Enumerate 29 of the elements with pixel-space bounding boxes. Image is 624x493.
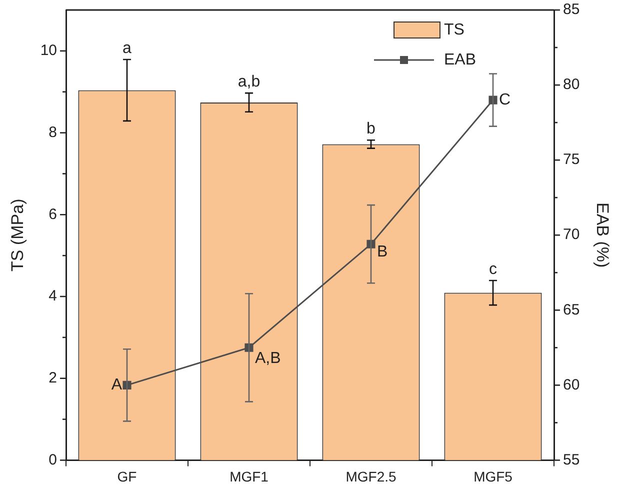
y2-axis-title: EAB (%) xyxy=(593,202,612,268)
x-tick-label: MGF1 xyxy=(230,468,269,484)
y2-tick-label: 75 xyxy=(563,151,580,168)
annotation: A xyxy=(111,376,122,394)
y-tick-label: 8 xyxy=(48,124,57,141)
y-tick-label: 6 xyxy=(48,206,57,223)
y2-tick-label: 55 xyxy=(563,451,580,468)
annotation: c xyxy=(489,260,497,278)
annotation: B xyxy=(377,244,388,261)
y2-tick-label: 70 xyxy=(563,226,580,244)
x-tick-label: GF xyxy=(117,468,137,484)
y2-tick-label: 85 xyxy=(563,1,580,18)
y-tick-label: 2 xyxy=(48,369,57,386)
x-tick-label: MGF5 xyxy=(474,468,513,484)
y2-tick-label: 60 xyxy=(563,376,580,394)
annotation: b xyxy=(366,120,376,138)
annotation: C xyxy=(499,91,511,108)
y2-tick-label: 80 xyxy=(563,76,580,94)
legend-label: TS xyxy=(444,21,464,38)
y-tick-label: 4 xyxy=(48,288,57,305)
annotation: A,B xyxy=(255,350,281,368)
annotation: a xyxy=(122,40,132,57)
y-tick-label: 0 xyxy=(48,451,57,468)
legend-label: EAB xyxy=(444,51,476,68)
x-tick-label: MGF2.5 xyxy=(346,468,396,484)
y-axis-title: TS (MPa) xyxy=(8,198,27,272)
annotation: a,b xyxy=(238,73,260,90)
y2-tick-label: 65 xyxy=(563,301,580,318)
y-tick-label: 10 xyxy=(40,42,57,60)
